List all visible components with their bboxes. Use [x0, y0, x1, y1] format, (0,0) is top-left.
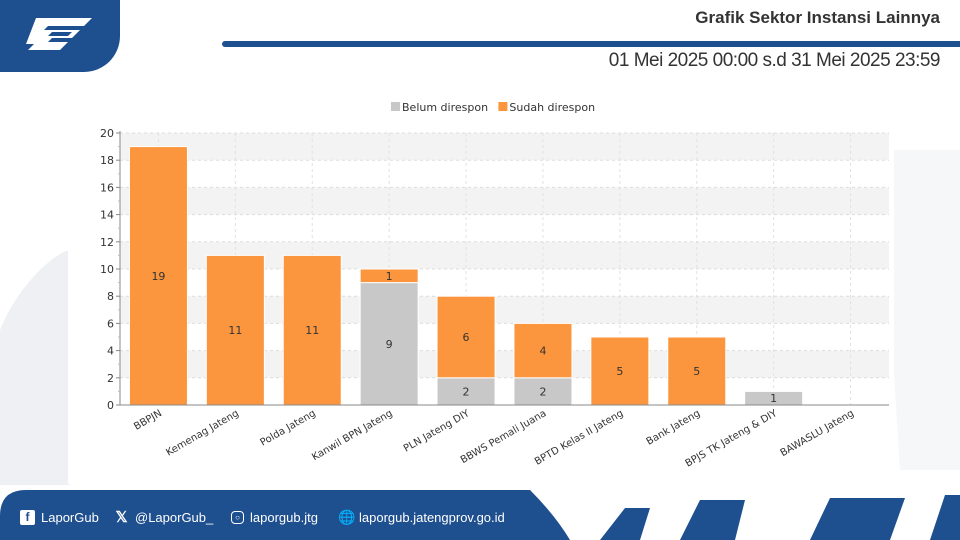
bars: 19 11 11 9 1 2 6 2 4 5 5 1: [128, 146, 804, 406]
y-tick-label: 18: [100, 154, 114, 167]
instagram-icon: ○: [231, 511, 244, 524]
bar-segment: [436, 295, 496, 379]
website-url: laporgub.jatengprov.go.id: [359, 510, 505, 525]
y-tick-label: 2: [107, 372, 114, 385]
bar-segment: [513, 322, 573, 379]
facebook-icon: f: [20, 510, 35, 525]
bar-value-label: 6: [463, 331, 470, 344]
x-category-label: Bank Jateng: [645, 408, 703, 448]
title-underline-bar: [222, 41, 960, 47]
x-handle: @LaporGub_: [135, 510, 214, 525]
instagram-handle: laporgub.jtg: [250, 510, 318, 525]
x-category-label: Kanwil BPN Jateng: [310, 408, 394, 463]
bar-value-label: 4: [539, 345, 546, 358]
footer-facebook[interactable]: f LaporGub: [20, 510, 99, 525]
bar-value-label: 2: [539, 385, 546, 398]
bar-segment: [436, 377, 496, 406]
x-category-label: BAWASLU Jateng: [779, 408, 856, 459]
bar-value-label: 1: [386, 270, 393, 283]
y-tick-labels: 0 2 4 6 8 10 12 14 16 18 20: [100, 127, 114, 412]
axes: [116, 131, 889, 406]
logo-mark-icon: [26, 18, 92, 50]
bar-value-label: 5: [616, 365, 623, 378]
legend-label: Belum direspon: [402, 101, 488, 114]
chart-legend: Belum direspon Sudah direspon: [391, 101, 595, 114]
y-tick-label: 20: [100, 127, 114, 140]
y-tick-label: 12: [100, 236, 114, 249]
facebook-handle: LaporGub: [41, 510, 99, 525]
grid-band: [120, 133, 889, 161]
chart-panel: Belum direspon Sudah direspon 19 11 11 9 1 2 6 2…: [68, 96, 894, 484]
bar-segment: [282, 254, 342, 406]
bar-value-label: 1: [770, 392, 777, 405]
y-tick-label: 0: [107, 399, 114, 412]
y-tick-label: 4: [107, 345, 114, 358]
legend-swatch: [391, 102, 400, 111]
bar-segment: [128, 146, 188, 406]
bar-value-label: 5: [693, 365, 700, 378]
bar-segment: [590, 336, 650, 406]
laporgub-logo: [0, 0, 120, 72]
bar-value-label: 11: [305, 324, 319, 337]
bar-value-label: 2: [463, 385, 470, 398]
globe-icon: 🌐: [338, 509, 356, 525]
y-tick-label: 16: [100, 181, 114, 194]
y-tick-label: 8: [107, 290, 114, 303]
x-category-label: PLN Jateng DIY: [402, 408, 472, 455]
footer-instagram[interactable]: ○ laporgub.jtg: [231, 510, 318, 525]
bar-segment: [667, 336, 727, 406]
date-range: 01 Mei 2025 00:00 s.d 31 Mei 2025 23:59: [608, 50, 941, 71]
x-category-label: BBPJN: [132, 408, 164, 433]
y-tick-label: 10: [100, 263, 114, 276]
footer-website[interactable]: 🌐 laporgub.jatengprov.go.id: [338, 509, 505, 526]
bar-segment: [359, 282, 419, 406]
bar-segment: [205, 254, 265, 406]
bar-value-label: 9: [386, 338, 393, 351]
legend-label: Sudah direspon: [509, 101, 595, 114]
y-tick-label: 14: [100, 209, 114, 222]
y-tick-label: 6: [107, 317, 114, 330]
grid-band: [120, 187, 889, 215]
legend-swatch: [498, 102, 508, 111]
footer-x[interactable]: 𝕏 @LaporGub_: [114, 510, 213, 525]
x-category-label: Kemenag Jateng: [164, 408, 240, 458]
bar-value-label: 19: [151, 270, 165, 283]
x-category-label: Polda Jateng: [259, 408, 318, 449]
bar-value-label: 11: [228, 324, 242, 337]
page-title: Grafik Sektor Instansi Lainnya: [695, 8, 940, 27]
x-icon: 𝕏: [115, 509, 128, 526]
bar-segment: [359, 268, 419, 284]
bar-segment: [513, 377, 573, 406]
footer-band: [0, 490, 960, 540]
